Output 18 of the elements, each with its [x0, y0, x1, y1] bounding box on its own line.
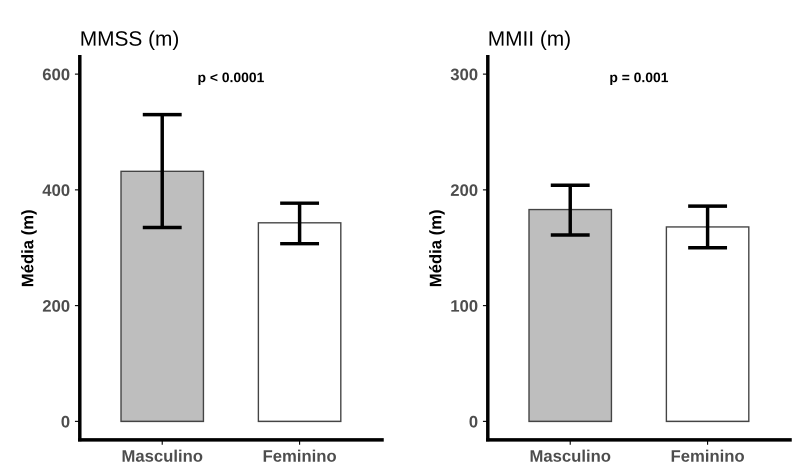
annotation: p = 0.001 — [610, 72, 668, 86]
annotation: p < 0.0001 — [198, 72, 264, 86]
chart-title: MMII (m) — [490, 30, 570, 50]
y-tick-label: 100 — [451, 300, 478, 312]
y-axis-title: Média (m) — [429, 210, 445, 286]
y-tick-label: 300 — [450, 68, 478, 80]
y-tick-label: 0 — [61, 416, 70, 428]
y-tick-label: 400 — [42, 184, 70, 196]
y-tick-label: 200 — [450, 184, 478, 196]
y-tick-label: 200 — [42, 300, 70, 312]
chart-title: MMSS (m) — [82, 30, 178, 50]
x-tick-label: Masculino — [530, 450, 610, 462]
y-tick-label: 600 — [42, 68, 70, 80]
y-tick-label: 0 — [469, 416, 478, 428]
x-tick-label: Feminino — [672, 450, 744, 462]
x-tick-label: Feminino — [264, 450, 336, 462]
y-axis-title: Média (m) — [21, 210, 37, 286]
x-tick-label: Masculino — [122, 450, 202, 462]
